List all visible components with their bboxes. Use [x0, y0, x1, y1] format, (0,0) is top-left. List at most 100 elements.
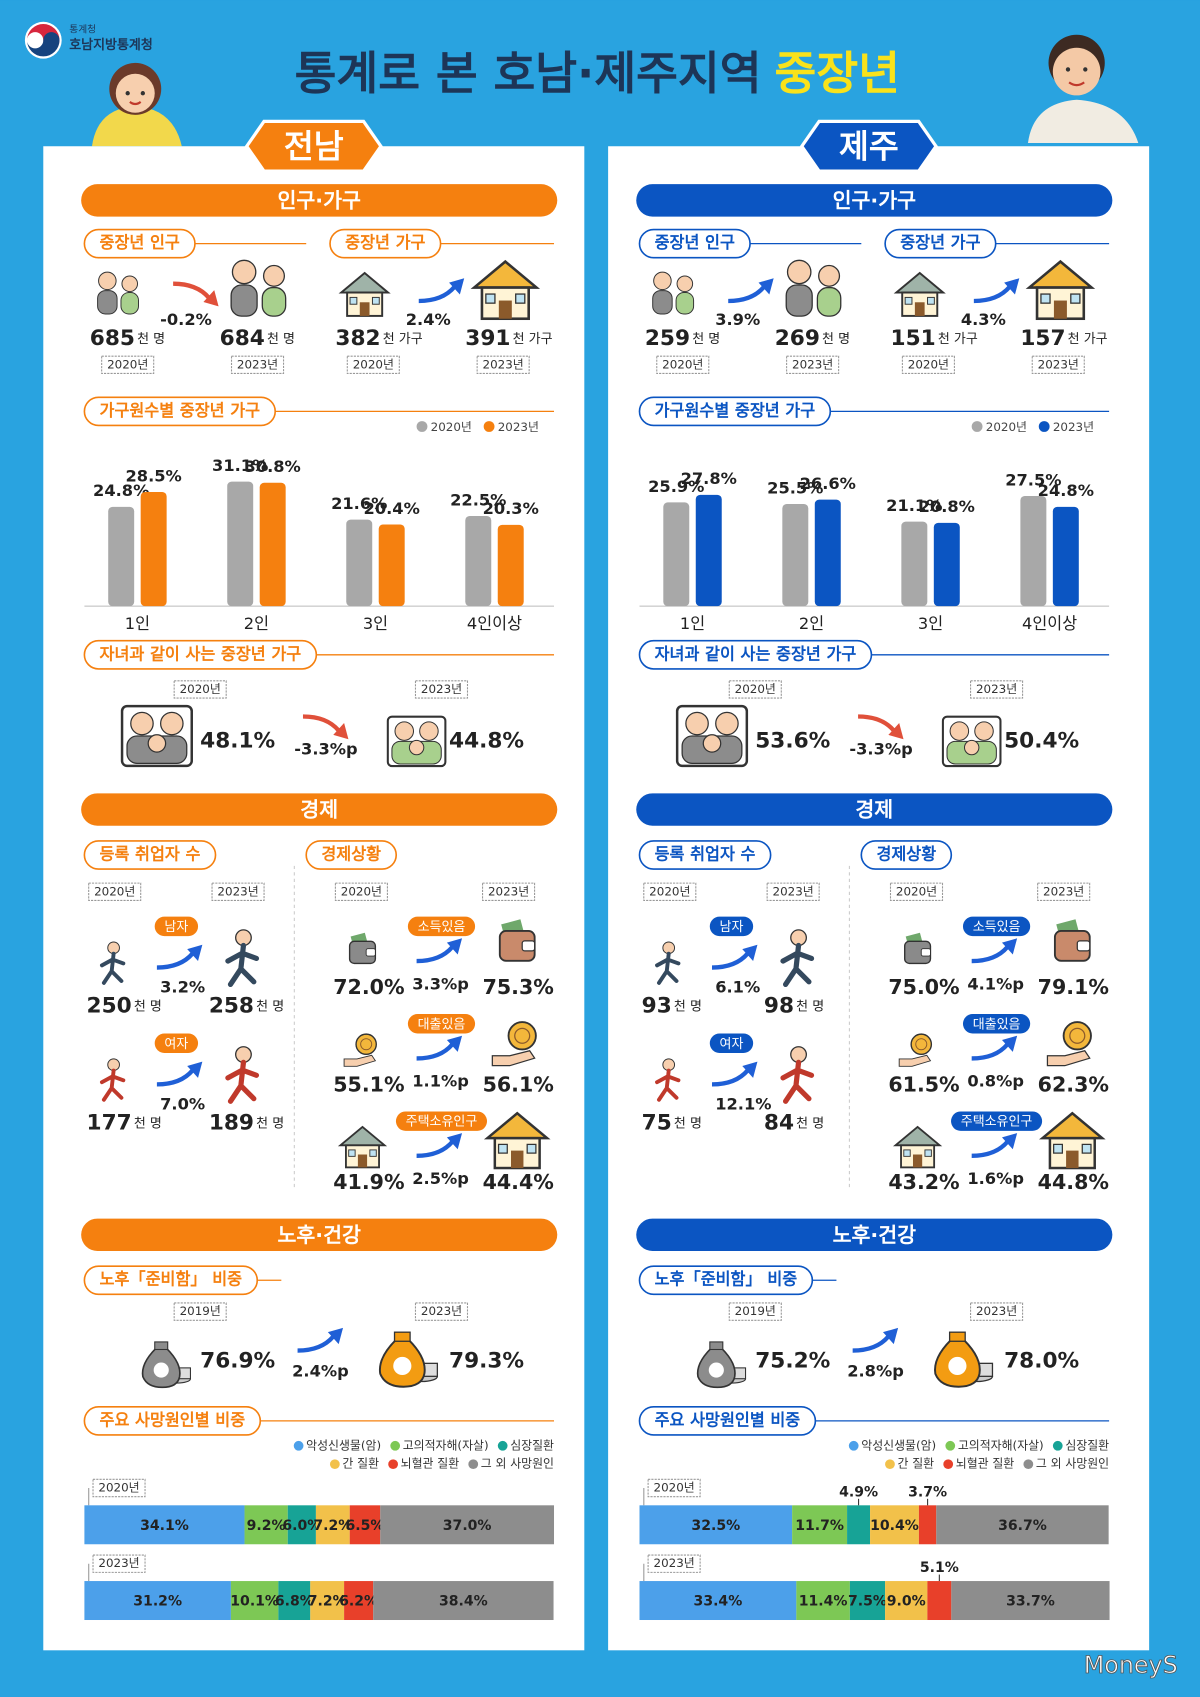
trend-arrow-head: [1001, 1035, 1018, 1052]
icon-part: [262, 264, 286, 287]
icon-part: [225, 1059, 260, 1104]
year-label: 2023년: [976, 682, 1017, 696]
from-value: 151 천 가구: [891, 326, 978, 351]
subsection-pill: [638, 840, 772, 870]
icon-part: [652, 290, 673, 315]
icon-part: [153, 1362, 169, 1378]
icon-part: [927, 296, 935, 305]
subsection-title: 등록 취업자 수: [100, 844, 201, 863]
stacked-segment: [849, 1581, 886, 1621]
year-label: 2020년: [98, 1480, 139, 1494]
from-value: 75.2%: [755, 1348, 830, 1373]
stacked-segment: [792, 1505, 848, 1545]
to-value: 44.8%: [449, 728, 524, 753]
unit: 천 명: [267, 331, 295, 346]
stacked-segment: [796, 1581, 850, 1621]
from-value: 61.5%: [888, 1072, 959, 1096]
year-label: 2023년: [98, 1556, 139, 1570]
trend-arrow-head: [333, 722, 349, 740]
section-header: 인구·가구: [833, 188, 917, 212]
subsection-title: 주요 사망원인별 비중: [100, 1410, 246, 1429]
section-header: 노후·건강: [277, 1223, 361, 1247]
icon-part: [924, 1149, 932, 1157]
year-label: 2023년: [1038, 357, 1079, 371]
trend-arrow: [416, 1042, 454, 1061]
trend-arrow: [173, 281, 211, 300]
family-icon: [941, 715, 1002, 768]
change-value: 3.9%: [715, 310, 760, 329]
icon-part: [491, 1050, 536, 1067]
bar-value-label: 20.4%: [364, 499, 420, 518]
bag-icon: [378, 1331, 439, 1388]
family-icon: [675, 704, 749, 768]
icon-part: [1062, 1021, 1092, 1051]
watermark: MoneyS: [1084, 1651, 1178, 1679]
x-tick-label: 3인: [363, 614, 388, 633]
unit: 천 명: [796, 999, 824, 1014]
year-box: [728, 680, 782, 699]
bar: [1052, 506, 1079, 607]
year-box: [1031, 355, 1085, 375]
section-header: 노후·건강: [833, 1223, 917, 1247]
year-label: 2020년: [94, 884, 135, 898]
year-label: 2020년: [649, 884, 690, 898]
legend-swatch: [945, 1440, 956, 1451]
subsection-title: 가구원수별 중장년 가구: [655, 401, 816, 420]
region-badge: [799, 119, 938, 173]
section-header-bg: [636, 184, 1113, 217]
year-box: [88, 882, 142, 901]
agency: 통계청: [69, 23, 96, 35]
house-icon: [1039, 1111, 1106, 1170]
icon-part: [708, 1362, 724, 1378]
segment-value-label: 7.5%: [848, 1594, 887, 1610]
subsection-pill: [305, 840, 398, 870]
year-box: [414, 1302, 469, 1321]
region-name: 전남: [284, 127, 344, 165]
woman-illustration: [91, 62, 182, 147]
year-box: [482, 882, 536, 901]
to-value: 44.4%: [483, 1170, 554, 1194]
icon-part: [408, 739, 425, 756]
icon-part: [393, 1331, 411, 1342]
tag-pill: [709, 916, 754, 937]
subsection-title: 중장년 인구: [100, 233, 180, 252]
coin-icon: [491, 1021, 537, 1067]
icon-part: [1046, 1050, 1091, 1067]
bag-icon: [696, 1341, 747, 1389]
icon-part: [521, 940, 536, 952]
tag-pill: [407, 916, 476, 937]
from-value: 250 천 명: [87, 993, 162, 1018]
legend-label: 심장질환: [510, 1438, 554, 1452]
icon-part: [515, 293, 526, 304]
legend-swatch: [293, 1440, 304, 1451]
bar: [140, 492, 167, 607]
segment-value-label: 9.0%: [887, 1594, 926, 1610]
to-value: 391 천 가구: [465, 326, 552, 351]
year-box: [889, 882, 944, 901]
value: 250: [87, 993, 132, 1018]
icon-part: [154, 1341, 169, 1351]
icon-part: [120, 292, 139, 315]
icon-part: [359, 302, 370, 316]
bar-value-label: 25.9%: [648, 477, 704, 496]
year-box: [970, 680, 1024, 699]
unit: 천 가구: [1068, 331, 1108, 346]
value: 157: [1020, 326, 1065, 351]
trend-arrow-head: [742, 944, 758, 962]
section-header: 인구·가구: [277, 188, 361, 212]
icon-part: [498, 300, 512, 319]
tag-label: 대출있음: [973, 1017, 1021, 1032]
bar: [497, 524, 524, 607]
from-value: 41.9%: [333, 1170, 404, 1194]
change-value: 6.1%: [715, 978, 760, 997]
people-icon: [230, 259, 287, 317]
house-icon: [470, 259, 541, 321]
section-header-bg: [636, 1218, 1113, 1252]
trend-arrow-head: [187, 1061, 203, 1078]
section-header-bg: [81, 1218, 558, 1252]
icon-part: [676, 275, 694, 293]
year-label: 2020년: [908, 357, 949, 371]
trend-arrow: [297, 1335, 335, 1353]
to-value: 684 천 명: [220, 326, 295, 351]
